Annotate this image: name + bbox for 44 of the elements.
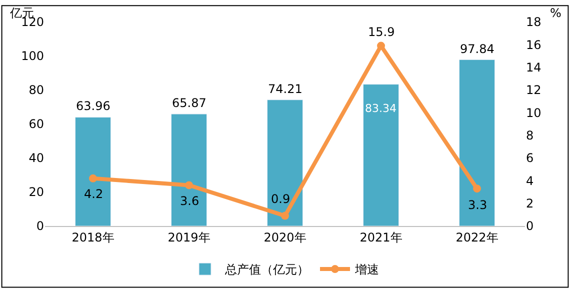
y2-tick-label: 18 <box>526 15 542 30</box>
x-tick-label: 2022年 <box>456 230 498 244</box>
y2-tick-label: 16 <box>526 38 542 52</box>
bar <box>458 59 496 226</box>
x-tick-label: 2018年 <box>72 230 114 244</box>
y-tick-label: 20 <box>28 185 44 200</box>
y-tick-label: 0 <box>36 219 44 234</box>
x-tick-label: 2019年 <box>168 230 210 244</box>
y2-tick-label: 2 <box>526 196 534 211</box>
y-tick-label: 60 <box>28 117 44 132</box>
data-label: 3.6 <box>180 194 200 208</box>
y2-tick-label: 14 <box>526 60 542 75</box>
bar <box>362 84 400 226</box>
x-tick-label: 2020年 <box>264 230 306 244</box>
point <box>281 212 289 220</box>
y-tick-label: 80 <box>28 83 44 98</box>
point <box>185 181 193 190</box>
data-label: 74.21 <box>268 82 302 96</box>
data-label: 0.9 <box>271 192 290 206</box>
y2-tick-label: 8 <box>526 128 534 143</box>
data-label: 3.3 <box>468 198 488 212</box>
bar <box>170 114 208 226</box>
data-label: 4.2 <box>84 187 104 201</box>
legend-label: 总产值（亿元） <box>224 262 309 277</box>
y-tick-label: 40 <box>28 151 44 166</box>
data-label: 97.84 <box>460 42 494 56</box>
bar <box>266 100 304 226</box>
y2-axis-title: % <box>550 6 562 20</box>
y2-tick-label: 6 <box>526 151 534 166</box>
x-tick-label: 2021年 <box>360 230 402 244</box>
y2-tick-label: 4 <box>526 174 534 188</box>
point <box>89 174 97 182</box>
point <box>377 42 385 50</box>
y2-tick-label: 0 <box>526 219 534 234</box>
data-label: 83.34 <box>365 102 396 115</box>
data-label: 15.9 <box>368 25 395 39</box>
bar <box>74 117 112 226</box>
legend-label: 增速 <box>354 262 379 277</box>
point <box>473 184 481 193</box>
data-label: 63.96 <box>76 99 110 113</box>
y2-tick-label: 12 <box>526 83 542 98</box>
y2-tick-label: 10 <box>526 106 542 120</box>
y-tick-label: 100 <box>21 49 44 64</box>
data-label: 65.87 <box>172 96 206 110</box>
